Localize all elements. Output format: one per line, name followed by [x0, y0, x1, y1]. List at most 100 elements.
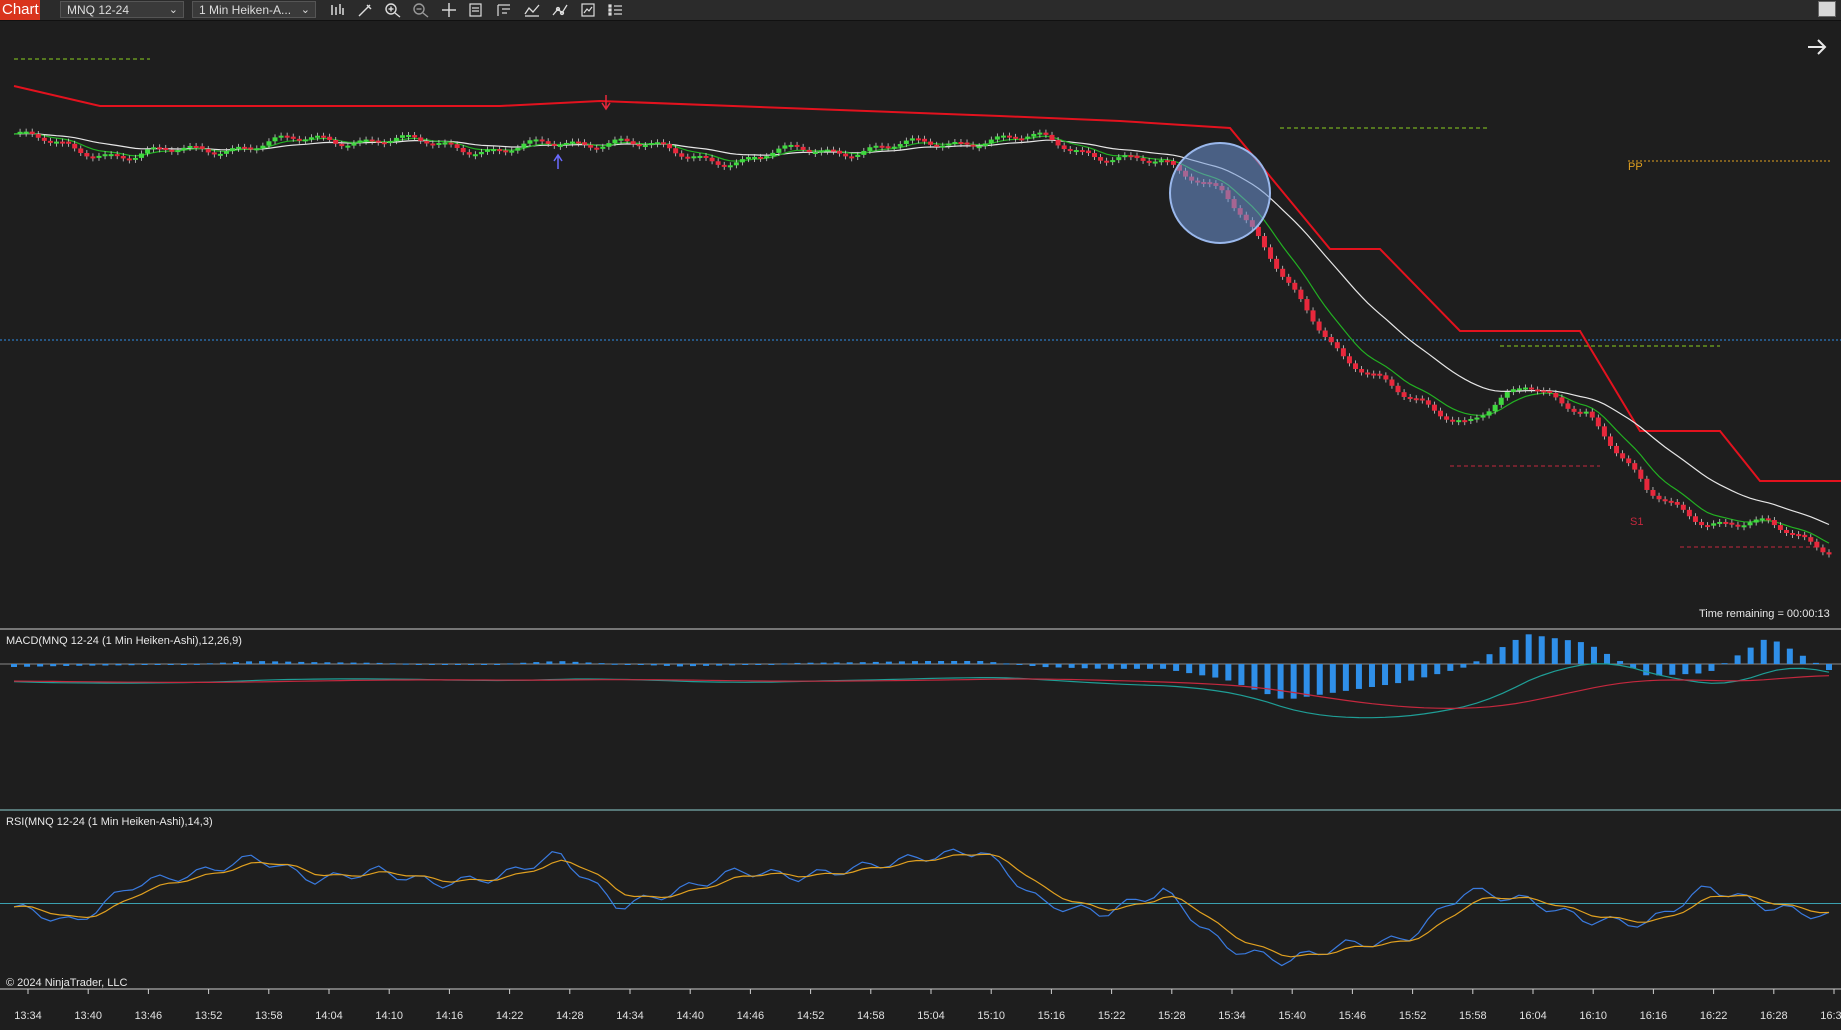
macd-histogram-bar: [1786, 648, 1793, 664]
x-tick-label: 14:40: [676, 1010, 704, 1022]
x-tick-label: 15:40: [1278, 1010, 1306, 1022]
macd-histogram-bar: [1747, 647, 1754, 664]
candle-down: [1310, 310, 1316, 322]
properties-icon[interactable]: [467, 2, 485, 18]
macd-histogram-bar: [1812, 662, 1819, 664]
bar-type-label: 1 Min Heiken-A...: [199, 3, 292, 17]
candle-up: [752, 156, 758, 159]
candle-up: [1486, 411, 1492, 416]
candle-up: [824, 149, 830, 152]
macd-histogram-bar: [572, 661, 579, 664]
candle-up: [909, 138, 915, 141]
macd-histogram-bar: [1669, 664, 1676, 675]
candle-down: [1316, 321, 1322, 331]
x-tick-label: 16:10: [1579, 1010, 1607, 1022]
candle-down: [915, 138, 921, 141]
macd-histogram-bar: [1003, 663, 1010, 665]
macd-histogram-bar: [533, 662, 540, 664]
macd-histogram-bar: [415, 664, 422, 665]
candle-down: [1559, 397, 1565, 404]
candle-down: [1808, 537, 1814, 542]
highlight-circle: [1169, 142, 1271, 244]
bar-type-selector[interactable]: 1 Min Heiken-A... ⌄: [192, 1, 316, 18]
candle-down: [685, 156, 691, 159]
sell-arrow-icon: [601, 95, 611, 111]
candle-up: [230, 148, 236, 152]
candle-down: [545, 141, 551, 144]
candle-up: [472, 154, 478, 157]
indicators-icon[interactable]: [523, 2, 541, 18]
crosshair-icon[interactable]: [440, 2, 458, 18]
candle-down: [1662, 499, 1668, 502]
macd-histogram-bar: [1421, 664, 1428, 678]
ema-slow-line: [13, 132, 1830, 526]
macd-histogram-bar: [1081, 664, 1088, 669]
macd-histogram-bar: [1290, 664, 1297, 699]
chart-toolbar: Chart MNQ 12-24 ⌄ 1 Min Heiken-A... ⌄: [0, 0, 1841, 21]
macd-histogram-bar: [742, 664, 749, 665]
candle-down: [1419, 398, 1425, 401]
candle-down: [630, 141, 636, 145]
candle-down: [321, 135, 327, 138]
x-tick-label: 15:22: [1097, 1010, 1126, 1022]
macd-histogram-bar: [898, 661, 905, 664]
candle-down: [1650, 489, 1656, 496]
macd-histogram-bar: [1016, 664, 1023, 665]
bar-style-icon[interactable]: [328, 2, 346, 18]
tab-chart[interactable]: Chart: [0, 0, 40, 20]
candle-down: [794, 144, 800, 147]
macd-histogram-bar: [1264, 664, 1271, 695]
candle-up: [399, 135, 405, 138]
candle-up: [1717, 521, 1723, 524]
macd-histogram-bar: [1512, 639, 1519, 664]
candle-up: [1747, 522, 1753, 526]
macd-histogram-bar: [193, 663, 200, 665]
candle-down: [679, 153, 685, 157]
candle-down: [1328, 336, 1334, 343]
candle-down: [1286, 276, 1292, 283]
candle-up: [1152, 161, 1158, 164]
macd-histogram-bar: [63, 664, 70, 666]
candle-down: [1340, 348, 1346, 357]
chart-area[interactable]: PP S1 Time remaining = 00:00:13 MACD(MNQ…: [0, 21, 1841, 1030]
candle-up: [855, 154, 861, 158]
candle-up: [1711, 523, 1717, 526]
macd-histogram-bar: [1316, 664, 1323, 695]
candle-up: [1468, 418, 1474, 421]
zoom-in-icon[interactable]: [384, 2, 402, 18]
macd-histogram-bar: [232, 661, 239, 664]
drawing-tool-icon[interactable]: [356, 2, 374, 18]
candle-down: [1085, 150, 1091, 154]
rsi-panel-title: RSI(MNQ 12-24 (1 Min Heiken-Ashi),14,3): [6, 816, 213, 828]
x-tick-label: 16:04: [1519, 1010, 1547, 1022]
candle-up: [1031, 133, 1037, 137]
macd-histogram-bar: [1277, 664, 1284, 699]
data-box-icon[interactable]: [607, 2, 625, 18]
macd-histogram-bar: [663, 664, 670, 666]
instrument-selector[interactable]: MNQ 12-24 ⌄: [60, 1, 184, 18]
candle-down: [1067, 149, 1073, 152]
chart-trader-icon[interactable]: [579, 2, 597, 18]
candle-up: [1492, 404, 1498, 412]
window-restore-button[interactable]: [1818, 1, 1836, 17]
macd-histogram-bar: [768, 663, 775, 665]
macd-histogram-bar: [1133, 664, 1140, 669]
candle-up: [648, 143, 654, 146]
candle-down: [539, 139, 545, 142]
macd-histogram-bar: [337, 662, 344, 664]
chevron-down-icon: ⌄: [168, 4, 178, 16]
candle-up: [891, 146, 897, 149]
candle-down: [588, 144, 594, 148]
zoom-out-icon[interactable]: [412, 2, 430, 18]
candle-down: [551, 143, 557, 146]
candle-down: [1735, 524, 1741, 527]
x-tick-label: 16:28: [1760, 1010, 1788, 1022]
templates-icon[interactable]: [495, 2, 513, 18]
candle-down: [830, 149, 836, 152]
x-tick-label: 13:34: [14, 1010, 42, 1022]
macd-histogram-bar: [990, 662, 997, 664]
strategies-icon[interactable]: [551, 2, 569, 18]
macd-histogram-bar: [24, 664, 31, 667]
arrow-right-icon[interactable]: [1805, 37, 1829, 57]
macd-histogram-bar: [441, 664, 448, 665]
